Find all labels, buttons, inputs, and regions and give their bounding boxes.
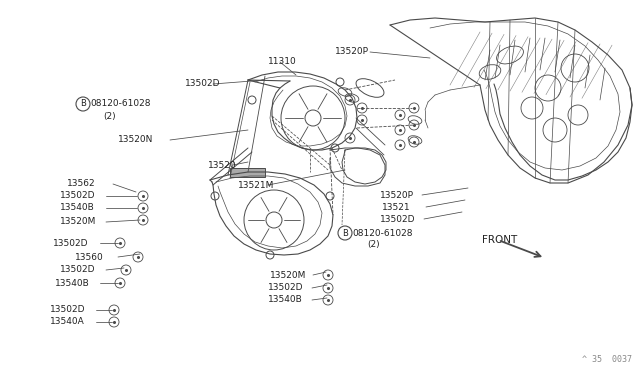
Text: 13521M: 13521M — [238, 180, 275, 189]
Text: 13520M: 13520M — [270, 270, 307, 279]
Text: 13540B: 13540B — [55, 279, 90, 288]
Text: 13520P: 13520P — [335, 48, 369, 57]
Text: 13520N: 13520N — [118, 135, 154, 144]
Text: 13520P: 13520P — [380, 190, 414, 199]
Text: 13502D: 13502D — [60, 192, 95, 201]
Text: 13540B: 13540B — [268, 295, 303, 305]
Text: 13502D: 13502D — [50, 305, 86, 314]
FancyBboxPatch shape — [230, 168, 265, 177]
Text: 13562: 13562 — [67, 180, 95, 189]
Text: ^ 35  0037: ^ 35 0037 — [582, 355, 632, 364]
Text: 13502D: 13502D — [53, 238, 88, 247]
Text: 13520: 13520 — [208, 160, 237, 170]
Text: 08120-61028: 08120-61028 — [90, 99, 150, 109]
Text: B: B — [80, 99, 86, 109]
Text: 08120-61028: 08120-61028 — [352, 228, 413, 237]
Text: (2): (2) — [367, 241, 380, 250]
Text: 13520M: 13520M — [60, 218, 97, 227]
Text: (2): (2) — [103, 112, 116, 121]
Text: FRONT: FRONT — [482, 235, 517, 245]
Text: 13560: 13560 — [75, 253, 104, 262]
Text: 13502D: 13502D — [185, 80, 221, 89]
Text: 13540A: 13540A — [50, 317, 84, 327]
Text: B: B — [342, 228, 348, 237]
Text: 13502D: 13502D — [380, 215, 415, 224]
Text: 13502D: 13502D — [60, 266, 95, 275]
Text: 13502D: 13502D — [268, 283, 303, 292]
Text: 11310: 11310 — [268, 58, 297, 67]
Text: 13540B: 13540B — [60, 203, 95, 212]
Text: 13521: 13521 — [382, 202, 411, 212]
